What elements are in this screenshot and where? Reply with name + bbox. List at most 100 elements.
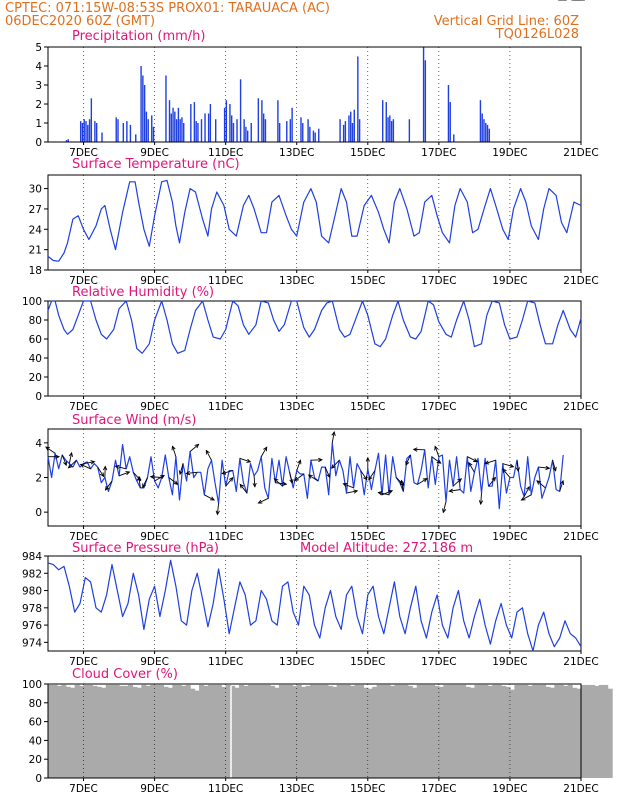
wind-arrowhead xyxy=(297,459,302,465)
precip-bar xyxy=(286,121,288,142)
precip-bar xyxy=(143,85,146,142)
wind-arrow xyxy=(80,463,91,470)
cloud-bar xyxy=(456,684,462,778)
wind-arrowhead xyxy=(545,465,551,471)
precip-bar xyxy=(449,102,451,142)
cloud-bar xyxy=(514,684,520,778)
cloud-bar xyxy=(496,684,502,778)
precip-bar xyxy=(215,119,217,142)
wind-arrowhead xyxy=(448,488,454,493)
wind-arrowhead xyxy=(388,489,394,495)
x-tick-label: 7DEC xyxy=(69,401,98,413)
cloud-bar xyxy=(372,686,378,778)
wind-arrowhead xyxy=(142,483,147,489)
y-tick-label: 0 xyxy=(35,507,42,519)
wind-arrow xyxy=(68,452,73,464)
cloud-bar xyxy=(345,684,351,778)
x-tick-label: 13DEC xyxy=(279,783,314,795)
y-tick-label: 2 xyxy=(35,99,42,111)
x-tick-label: 7DEC xyxy=(69,147,98,159)
precip-bar xyxy=(90,98,93,142)
cloud-bar xyxy=(163,686,169,778)
wind-arrowhead xyxy=(399,479,405,485)
wind-arrow xyxy=(274,478,283,487)
wind-arrow xyxy=(434,446,440,457)
cloud-bar xyxy=(434,685,440,778)
cloud-bar xyxy=(172,684,178,778)
wind-arrowhead xyxy=(160,474,165,480)
y-tick-label: 100 xyxy=(22,679,42,691)
wind-arrowhead xyxy=(63,461,68,467)
cloud-bar xyxy=(48,684,54,778)
wind-arrow xyxy=(154,475,165,482)
cloud-bar xyxy=(558,684,564,778)
y-tick-label: 60 xyxy=(29,717,42,729)
cloud-bar xyxy=(176,684,182,778)
wind-arrowhead xyxy=(282,481,288,486)
precip-bar xyxy=(165,75,167,142)
temp-title: Surface Temperature (nC) xyxy=(72,157,240,172)
precip-bar xyxy=(83,119,85,142)
cloud-bar xyxy=(92,685,98,778)
wind-arrow xyxy=(61,454,67,466)
cloud-bar xyxy=(598,684,604,778)
cloud-bar xyxy=(545,686,551,778)
cloud-bar xyxy=(136,687,142,778)
precip-bar xyxy=(479,100,482,142)
precip-bar xyxy=(385,102,387,142)
y-tick-label: 984 xyxy=(22,551,42,563)
y-tick-label: 2 xyxy=(35,473,42,485)
cloud-bar xyxy=(243,685,249,778)
x-tick-label: 11DEC xyxy=(208,783,243,795)
precip-bar xyxy=(339,119,341,142)
precip-bar xyxy=(302,123,304,142)
cloud-bar xyxy=(363,687,369,778)
precip-bar xyxy=(200,119,203,142)
cloud-bar xyxy=(518,684,524,778)
x-tick-label: 7DEC xyxy=(69,531,98,543)
cloud-bar xyxy=(247,684,253,778)
cloud-bar xyxy=(203,685,209,778)
x-tick-label: 21DEC xyxy=(563,147,598,159)
wind-arrowhead xyxy=(520,496,526,501)
precip-bar xyxy=(101,132,103,142)
wind-arrowhead xyxy=(104,485,110,491)
x-tick-label: 11DEC xyxy=(208,275,243,287)
precip-bar xyxy=(95,123,98,142)
temp-panel: 18 21 24 27 30 7DEC 9DEC 11DEC 13DEC 15DEC 17DEC 19… xyxy=(29,174,599,287)
cloud-bar xyxy=(150,684,156,778)
y-tick-label: 20 xyxy=(29,372,42,384)
cloud-bar xyxy=(194,690,200,778)
wind-arrow xyxy=(431,456,441,464)
header-date: 06DEC2020 60Z (GMT) xyxy=(5,14,155,29)
precip-bar xyxy=(447,85,450,142)
precip-bar xyxy=(229,104,231,142)
x-tick-label: 9DEC xyxy=(140,783,169,795)
wind-arrow xyxy=(294,473,305,481)
y-tick-label: 0 xyxy=(35,137,42,149)
wind-arrow xyxy=(331,459,340,469)
wind-arrowhead xyxy=(252,482,257,488)
precip-bar xyxy=(307,119,309,142)
precip-bar xyxy=(312,130,315,142)
y-tick-label: 0 xyxy=(35,391,42,403)
frame xyxy=(47,46,582,143)
wind-arrowhead xyxy=(289,479,294,485)
wind-arrow xyxy=(253,475,256,487)
y-tick-label: 40 xyxy=(29,735,42,747)
x-tick-label: 17DEC xyxy=(421,275,456,287)
cloud-bar xyxy=(425,684,431,778)
wind-arrow xyxy=(559,480,564,492)
wind-arrow xyxy=(275,482,287,485)
wind-arrowhead xyxy=(515,467,520,473)
cloud-bar xyxy=(607,688,613,778)
cloud-bar xyxy=(350,685,356,778)
precip-bar xyxy=(257,98,260,142)
cloud-title: Cloud Cover (%) xyxy=(72,667,178,682)
precip-bar xyxy=(318,128,320,142)
wind-arrow xyxy=(521,494,532,501)
cloud-bar xyxy=(79,685,85,778)
precip-bar xyxy=(170,113,172,142)
wind-arrowhead xyxy=(294,476,299,482)
cloud-bar xyxy=(323,684,329,778)
